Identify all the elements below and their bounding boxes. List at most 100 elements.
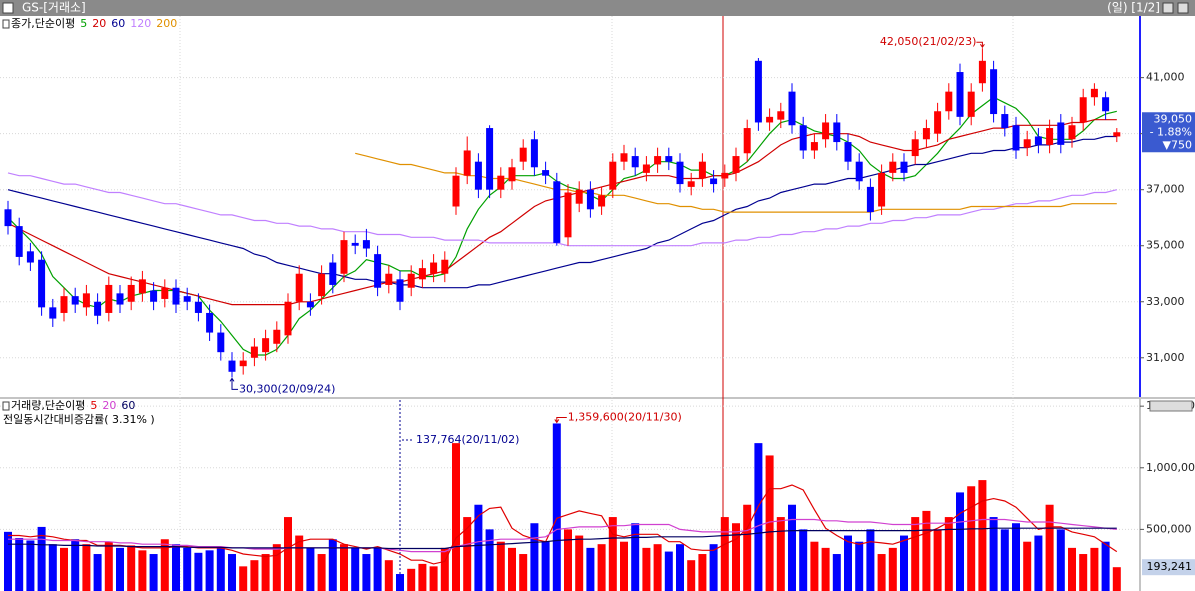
candle-body — [1057, 122, 1065, 145]
candle-body — [474, 161, 482, 190]
volume-bar — [172, 544, 180, 591]
candle-body — [990, 69, 998, 115]
candle-body — [306, 301, 314, 308]
volume-bar — [989, 517, 998, 591]
candle-body — [486, 128, 494, 190]
volume-bar — [642, 547, 651, 591]
ma-line — [355, 152, 1117, 213]
candle-body — [396, 279, 404, 302]
volume-bar — [978, 480, 987, 591]
candle-body — [329, 262, 337, 285]
legend-entry: 20 — [92, 17, 106, 30]
volume-bar — [60, 547, 68, 591]
volume-bar — [1101, 541, 1110, 591]
candle-body — [161, 287, 169, 299]
candle-body — [586, 189, 594, 210]
volume-bar — [900, 535, 908, 591]
volume-bar — [552, 423, 561, 591]
candle-body — [519, 147, 527, 162]
volume-subtitle: 전일동시간대비증감률( 3.31% ) — [3, 412, 155, 426]
candle-body — [250, 346, 258, 358]
volume-bar — [194, 552, 203, 591]
volume-bar — [676, 544, 684, 591]
legend-label: 거래량,단순이평 — [11, 399, 85, 412]
candle-body — [777, 111, 785, 120]
volume-bar — [1090, 547, 1099, 591]
volume-bar — [328, 539, 337, 591]
max-annotation: 42,050(21/02/23) — [880, 35, 976, 48]
candle-body — [362, 240, 370, 249]
legend-entry: 120 — [130, 17, 151, 30]
volume-bar — [575, 535, 584, 591]
candle-body — [1001, 114, 1009, 129]
volume-bar — [440, 547, 449, 591]
volume-bar — [4, 531, 12, 591]
y-tick-label: 41,000 — [1146, 71, 1185, 84]
candle-body — [60, 296, 68, 313]
candle-body — [273, 329, 281, 344]
candle-body — [452, 175, 460, 207]
candle-body — [833, 122, 841, 143]
candle-body — [530, 139, 538, 168]
legend-label: 종가,단순이평 — [11, 17, 75, 30]
volume-bar — [743, 504, 752, 591]
volume-bar — [48, 544, 57, 591]
candle-body — [239, 360, 247, 367]
volume-bar — [82, 544, 91, 591]
legend-entry: 200 — [156, 17, 177, 30]
candle-body — [172, 287, 180, 305]
volume-bar — [1056, 529, 1065, 591]
candle-body — [754, 60, 762, 123]
candle-body — [866, 186, 874, 213]
volume-bar — [1079, 554, 1088, 591]
candle-body — [4, 209, 12, 227]
candle-body — [945, 91, 953, 112]
last-diff: ▼750 — [1163, 138, 1192, 151]
candle-body — [710, 178, 718, 185]
close-button[interactable] — [1177, 2, 1189, 14]
y-tick-label: 31,000 — [1146, 351, 1185, 364]
volume-bar — [799, 529, 808, 591]
volume-bar — [1045, 504, 1054, 591]
volume-bar — [620, 541, 628, 591]
candle-body — [609, 161, 617, 190]
legend-icon — [2, 19, 10, 29]
volume-bar — [541, 541, 550, 591]
candle-body — [564, 192, 572, 238]
volume-bar — [127, 545, 136, 591]
candle-body — [318, 273, 326, 297]
candle-body — [1012, 125, 1020, 151]
window-buttons[interactable] — [1149, 400, 1193, 412]
volume-bar — [653, 544, 662, 591]
volume-bar — [272, 544, 281, 591]
volume-bar — [306, 547, 315, 591]
y-tick-label: 35,000 — [1146, 239, 1185, 252]
volume-bar — [698, 554, 707, 591]
volume-bar — [664, 551, 673, 591]
volume-bar — [250, 560, 259, 591]
candle-body — [878, 172, 886, 207]
volume-bar — [1023, 541, 1032, 591]
candle-body — [441, 259, 449, 274]
volume-bar — [508, 547, 516, 591]
ma-line — [8, 527, 1117, 550]
restore-button[interactable] — [1162, 2, 1174, 14]
ma-line — [7, 119, 1117, 306]
y-tick-label: 1,000,000 — [1146, 461, 1195, 474]
window-icon[interactable] — [2, 2, 14, 14]
candle-body — [598, 195, 606, 207]
candle-body — [698, 161, 706, 179]
candle-body — [127, 284, 135, 302]
ma-line — [7, 172, 1117, 247]
candle-body — [82, 293, 90, 308]
volume-bar — [429, 566, 438, 591]
candle-body — [1046, 128, 1054, 145]
min-annotation: 137,764(20/11/02) — [416, 433, 519, 446]
volume-bar — [373, 547, 382, 591]
volume-bar — [877, 554, 886, 591]
volume-bar — [1034, 535, 1043, 591]
volume-bar — [138, 550, 147, 591]
volume-bar — [765, 455, 774, 591]
